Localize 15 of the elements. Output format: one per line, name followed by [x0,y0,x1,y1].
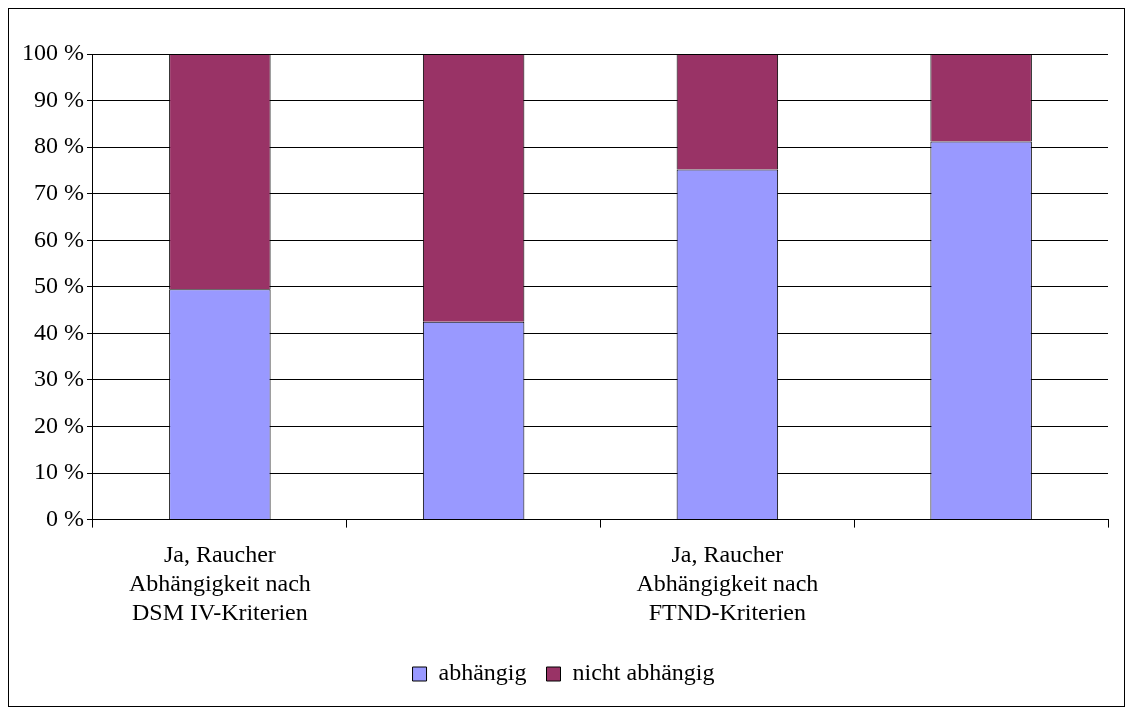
y-tick-label: 60 % [33,225,84,252]
y-tick-label: 40 % [33,318,84,345]
y-tick-label: 10 % [33,458,84,485]
legend-label: nicht abhängig [572,659,715,686]
y-tick-label: 80 % [33,132,84,159]
y-tick-label: 20 % [33,411,84,438]
y-tick-label: 100 % [21,39,84,66]
legend-label: abhängig [438,659,527,686]
y-tick-label: 90 % [33,85,84,112]
y-tick-label: 70 % [33,178,84,205]
x-tick-label: Ja, Raucher Abhängigkeit nach DSM IV-Kriterien [128,541,311,625]
y-tick-label: 0 % [45,504,84,531]
y-tick-label: 30 % [33,365,84,392]
x-tick-label: Ja, Raucher Abhängigkeit nach FTND-Kriterien [636,541,819,625]
y-tick-label: 50 % [33,272,84,299]
